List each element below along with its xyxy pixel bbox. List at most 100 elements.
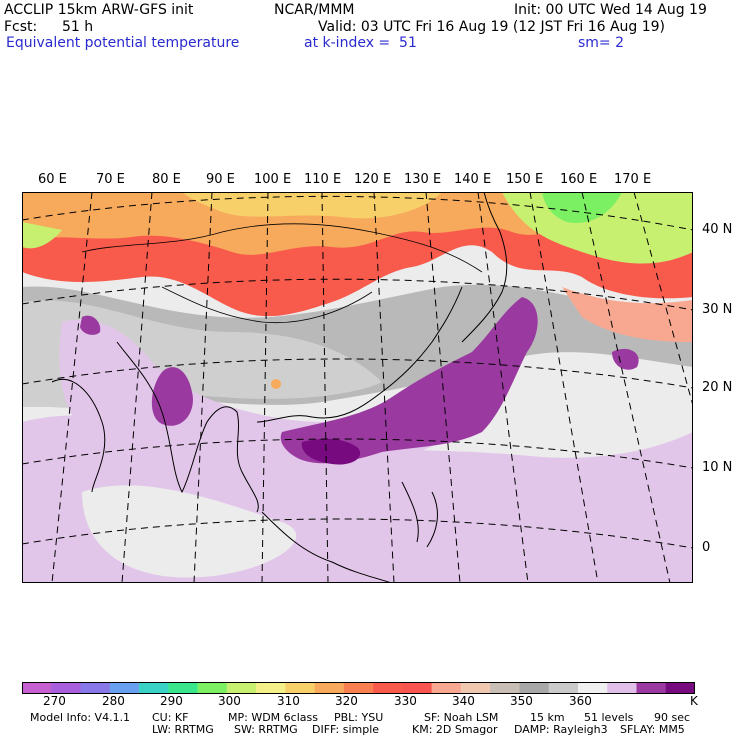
surface-layer-scheme: SFLAY: MM5 — [620, 723, 685, 736]
graticule-lon — [477, 192, 529, 583]
graticule-lat-10n — [22, 438, 693, 469]
smoothing: sm= 2 — [578, 35, 625, 51]
coastline-india — [116, 341, 259, 513]
lon-label: 110 E — [304, 172, 342, 187]
colorbar-swatch — [431, 682, 462, 694]
graticule-lat-40n — [22, 195, 693, 231]
valid-time: Valid: 03 UTC Fri 16 Aug 19 (12 JST Fri … — [318, 19, 666, 35]
lon-label: 120 E — [354, 172, 392, 187]
cumulus-scheme: CU: KF — [152, 711, 189, 724]
damping-scheme: DAMP: Rayleigh3 — [514, 723, 608, 736]
colorbar-swatch — [577, 682, 608, 694]
graticule-lat-0 — [22, 518, 693, 549]
colorbar-swatch — [139, 682, 169, 694]
colorbar-label: 310 — [277, 694, 300, 708]
graticule-lon — [425, 192, 461, 583]
colorbar-swatch — [226, 682, 257, 694]
lon-label: 80 E — [152, 172, 181, 187]
field-purple-plume — [280, 297, 538, 464]
colorbar-swatch — [665, 682, 695, 694]
graticule-lon — [261, 192, 269, 583]
colorbar-swatch — [548, 682, 579, 694]
graticule-lat-30n — [22, 278, 693, 311]
graticule-lon — [529, 192, 599, 583]
colorbar-swatch — [168, 682, 198, 694]
field-gray-patch — [82, 485, 297, 578]
lon-label: 140 E — [454, 172, 492, 187]
graticule-lon — [51, 192, 93, 583]
field-purple-small — [80, 315, 101, 335]
lat-label: 20 N — [702, 380, 733, 395]
forecast-hour: 51 h — [62, 19, 94, 35]
lon-label: 160 E — [560, 172, 598, 187]
colorbar-label: 300 — [218, 694, 241, 708]
field-pink-band — [562, 287, 693, 342]
graticule-lon — [193, 192, 213, 583]
colorbar — [22, 682, 695, 694]
lon-label: 130 E — [404, 172, 442, 187]
colorbar-swatch — [256, 682, 286, 694]
colorbar-swatch — [607, 682, 637, 694]
colorbar-label: 360 — [569, 694, 592, 708]
lon-label: 100 E — [254, 172, 292, 187]
pbl-scheme: PBL: YSU — [334, 711, 384, 724]
graticule-lat-20n — [22, 358, 693, 389]
colorbar-label: 320 — [335, 694, 358, 708]
colorbar-swatch — [490, 682, 520, 694]
colorbar-swatch — [460, 682, 491, 694]
field-green-patch — [542, 192, 622, 223]
lat-label: 0 — [702, 540, 711, 555]
colorbar-swatch — [373, 682, 403, 694]
field-name: Equivalent potential temperature — [6, 35, 240, 51]
colorbar-swatch — [285, 682, 315, 694]
colorbar-label: 270 — [43, 694, 66, 708]
level-index: at k-index = 51 — [304, 35, 417, 51]
border-central — [161, 286, 373, 324]
colorbar-label: 350 — [510, 694, 533, 708]
colorbar-label: 340 — [452, 694, 475, 708]
field-darkpurple-core — [301, 438, 361, 465]
microphysics-scheme: MP: WDM 6class — [228, 711, 318, 724]
field-yellow-patch — [182, 192, 442, 219]
coastline-philippines — [401, 481, 438, 548]
shortwave-scheme: SW: RRTMG — [234, 723, 298, 736]
colorbar-label: 290 — [160, 694, 183, 708]
theta-e-map — [22, 192, 693, 583]
colorbar-label: 330 — [394, 694, 417, 708]
colorbar-frame — [22, 682, 695, 694]
graticule-lon — [373, 192, 395, 583]
lat-label: 30 N — [702, 302, 733, 317]
colorbar-swatch — [22, 682, 52, 694]
diffusion-scheme: DIFF: simple — [312, 723, 380, 736]
organization: NCAR/MMM — [274, 2, 355, 18]
forecast-label: Fcst: — [4, 19, 38, 35]
graticule-lon — [321, 192, 329, 583]
colorbar-swatch — [51, 682, 81, 694]
colorbar-swatch — [109, 682, 140, 694]
graticule-lon — [581, 192, 671, 583]
lat-label: 10 N — [702, 460, 733, 475]
lon-label: 60 E — [38, 172, 67, 187]
colorbar-swatch — [519, 682, 549, 694]
lon-label: 90 E — [206, 172, 235, 187]
lon-label: 70 E — [96, 172, 125, 187]
coastline-arabia — [51, 378, 106, 493]
init-time: Init: 00 UTC Wed 14 Aug 19 — [514, 2, 707, 18]
field-orange-spot — [271, 379, 281, 389]
colorbar-unit: K — [690, 694, 698, 708]
colorbar-swatch — [343, 682, 374, 694]
graticule — [22, 192, 693, 583]
graticule-lon — [121, 192, 153, 583]
levels: 51 levels — [584, 711, 634, 724]
colorbar-swatch — [402, 682, 432, 694]
field-green-left — [22, 222, 62, 249]
lon-label: 150 E — [506, 172, 544, 187]
lon-label: 170 E — [614, 172, 652, 187]
surface-scheme: SF: Noah LSM — [424, 711, 499, 724]
colorbar-swatch — [80, 682, 111, 694]
colorbar-label: 280 — [102, 694, 125, 708]
coastline-indonesia — [261, 511, 393, 583]
map-frame — [22, 192, 693, 583]
lat-label: 40 N — [702, 222, 733, 237]
resolution: 15 km — [530, 711, 565, 724]
